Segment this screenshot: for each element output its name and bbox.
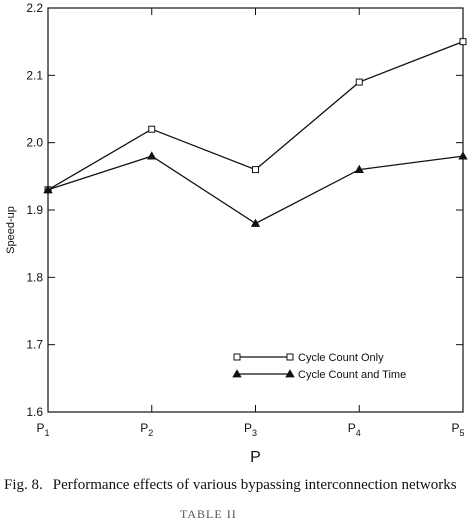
next-table-heading: TABLE II (180, 508, 237, 518)
square-marker (355, 78, 363, 86)
line-chart: 1.6 1.7 1.8 1.9 2.0 2.1 2.2 P1 P2 P3 P4 P5 P Speed-up… (5, 1, 468, 466)
triangle-marker (354, 164, 364, 174)
y-axis-title: Speed-up (5, 206, 17, 254)
square-marker (459, 38, 467, 46)
legend: Cycle Count Only Cycle Count and Time (232, 352, 406, 381)
legend-marker (233, 353, 241, 361)
legend-marker (285, 369, 295, 378)
x-tick-label: P5 (451, 421, 464, 438)
series-2 (43, 151, 468, 227)
x-tick-label: P1 (36, 421, 49, 438)
x-tick-label: P3 (244, 421, 257, 438)
x-tick-label: P4 (348, 421, 361, 438)
axes: 1.6 1.7 1.8 1.9 2.0 2.1 2.2 P1 P2 P3 P4 P5 P Speed-up (5, 1, 465, 466)
triangle-marker (458, 151, 468, 160)
x-tick-label: P2 (140, 421, 153, 438)
y-tick-label: 2.2 (26, 1, 43, 15)
y-tick-label: 1.7 (26, 338, 43, 352)
legend-marker (286, 353, 294, 361)
legend-label: Cycle Count and Time (298, 369, 406, 381)
figure-number: Fig. 8. (4, 477, 43, 493)
y-tick-label: 1.8 (26, 270, 43, 284)
y-tick-label: 1.9 (26, 203, 43, 217)
legend-label: Cycle Count Only (298, 352, 384, 364)
y-tick-label: 2.0 (26, 136, 43, 150)
triangle-marker (43, 184, 53, 194)
figure-caption: Fig. 8. Performance effects of various by… (4, 477, 474, 494)
triangle-marker (250, 218, 261, 227)
figure-caption-text: Performance effects of various bypassing… (52, 477, 457, 493)
triangle-marker (147, 151, 157, 160)
square-marker (148, 125, 156, 133)
y-tick-label: 1.6 (26, 405, 43, 419)
x-axis-title: P (250, 449, 261, 466)
plot-frame (47, 7, 464, 413)
series-group (43, 38, 468, 227)
square-marker (252, 166, 259, 174)
y-tick-label: 2.1 (26, 68, 43, 82)
legend-item-1: Cycle Count Only (233, 352, 384, 364)
legend-marker (232, 369, 242, 378)
legend-item-2: Cycle Count and Time (232, 369, 406, 381)
